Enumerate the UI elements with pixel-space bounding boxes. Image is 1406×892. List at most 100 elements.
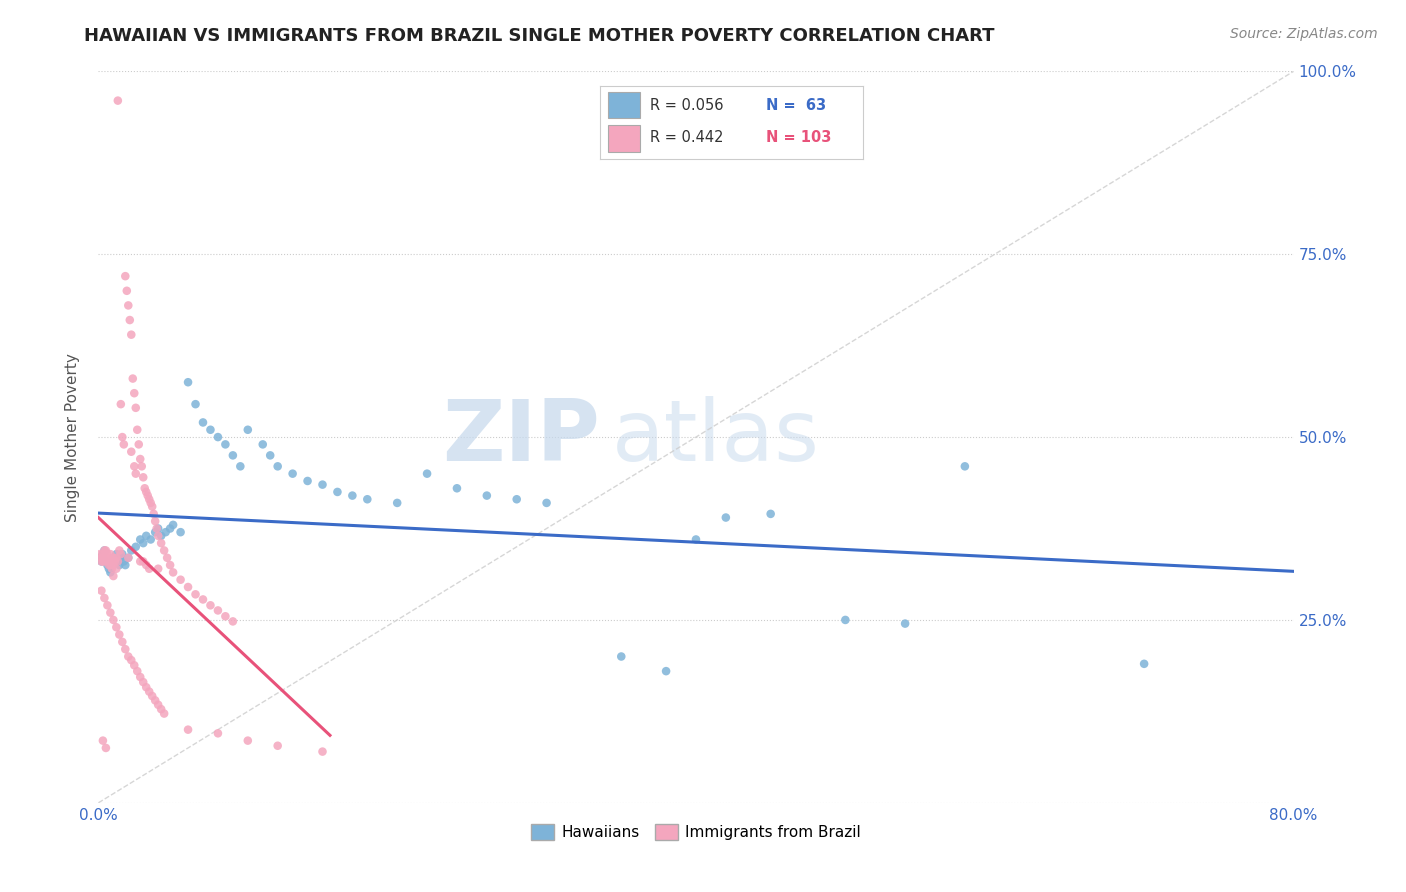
Point [1133, 657, 1156, 671]
Point [91, 554, 114, 568]
Point [125, 467, 148, 481]
Point [124, 459, 146, 474]
Point [108, 543, 131, 558]
Point [139, 496, 162, 510]
Point [267, 739, 290, 753]
Point [114, 558, 136, 573]
Point [222, 615, 245, 629]
Point [142, 507, 165, 521]
Point [177, 376, 200, 390]
Point [475, 489, 498, 503]
Point [94, 550, 117, 565]
Point [229, 459, 252, 474]
Point [129, 554, 152, 568]
Point [159, 521, 181, 535]
Point [89, 550, 111, 565]
Point [97, 550, 120, 565]
Point [385, 496, 409, 510]
Point [98, 558, 122, 573]
Point [143, 514, 166, 528]
Point [110, 550, 132, 565]
Point [145, 521, 167, 535]
Point [191, 416, 214, 430]
Point [91, 547, 114, 561]
Point [138, 684, 160, 698]
Point [135, 485, 157, 500]
Point [98, 566, 122, 580]
Point [138, 562, 160, 576]
Point [759, 507, 782, 521]
Point [342, 489, 364, 503]
Point [108, 558, 131, 573]
Legend: Hawaiians, Immigrants from Brazil: Hawaiians, Immigrants from Brazil [524, 818, 868, 847]
Point [91, 547, 114, 561]
Point [162, 517, 184, 532]
Point [150, 529, 173, 543]
Point [105, 562, 128, 576]
Point [148, 562, 170, 576]
Point [177, 723, 200, 737]
Point [89, 547, 111, 561]
Text: Source: ZipAtlas.com: Source: ZipAtlas.com [1230, 27, 1378, 41]
Point [124, 386, 146, 401]
Point [200, 599, 222, 613]
Point [96, 599, 118, 613]
Point [169, 573, 191, 587]
Point [536, 496, 558, 510]
Point [155, 525, 177, 540]
Point [214, 437, 236, 451]
Point [159, 558, 181, 573]
Point [162, 566, 184, 580]
Point [93, 543, 115, 558]
Point [131, 459, 153, 474]
Point [191, 592, 214, 607]
Point [135, 529, 157, 543]
Point [136, 489, 159, 503]
Point [117, 649, 139, 664]
Point [117, 550, 139, 565]
Point [139, 533, 162, 547]
Point [125, 540, 148, 554]
Point [148, 529, 170, 543]
Point [138, 492, 160, 507]
Point [134, 481, 156, 495]
Point [90, 554, 112, 568]
Point [112, 437, 135, 451]
Point [94, 740, 117, 755]
Point [259, 448, 281, 462]
Point [416, 467, 439, 481]
Point [104, 554, 127, 568]
Point [108, 627, 131, 641]
Point [118, 313, 141, 327]
Point [141, 500, 163, 514]
Point [129, 670, 152, 684]
Point [143, 525, 166, 540]
Point [103, 569, 125, 583]
Point [90, 583, 112, 598]
Point [148, 521, 170, 535]
Point [207, 430, 229, 444]
Point [214, 609, 236, 624]
Point [506, 492, 529, 507]
Point [114, 269, 136, 284]
Point [169, 525, 191, 540]
Point [184, 397, 207, 411]
Point [93, 591, 115, 605]
Point [150, 702, 173, 716]
Point [115, 284, 138, 298]
Point [96, 558, 118, 573]
Point [135, 558, 157, 573]
Point [129, 533, 152, 547]
Point [311, 745, 333, 759]
Point [207, 603, 229, 617]
Point [93, 543, 115, 558]
Point [132, 554, 155, 568]
Point [124, 658, 146, 673]
Point [101, 554, 124, 568]
Point [148, 698, 170, 712]
Point [143, 693, 166, 707]
Point [121, 371, 143, 385]
Point [127, 664, 149, 678]
Point [107, 554, 129, 568]
Point [105, 547, 128, 561]
